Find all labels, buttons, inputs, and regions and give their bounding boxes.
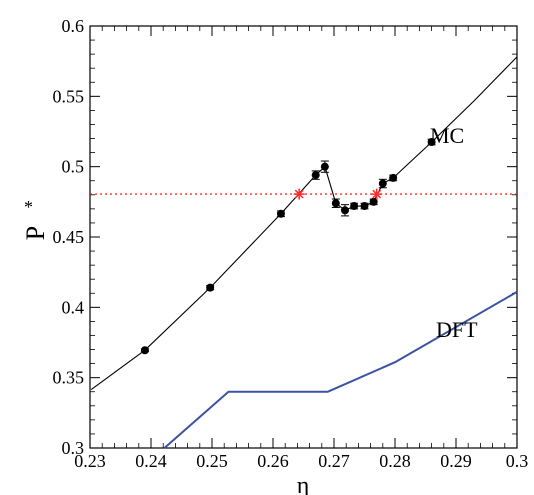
mc-data-point — [311, 170, 320, 180]
y-tick-label: 0.5 — [62, 157, 85, 177]
marker-dot — [340, 206, 349, 215]
mc-data-point — [389, 173, 398, 182]
x-tick-label: 0.23 — [74, 451, 106, 471]
x-axis-title: η — [297, 473, 310, 495]
marker-dot — [320, 162, 329, 171]
mc-data-point — [276, 209, 285, 218]
y-tick-label: 0.6 — [62, 16, 85, 36]
coexistence-star — [371, 188, 383, 200]
x-tick-label: 0.29 — [440, 451, 472, 471]
marker-dot — [360, 202, 369, 211]
marker-dot — [276, 209, 285, 218]
mc-data-point — [206, 283, 215, 292]
mc-data-point — [320, 160, 329, 173]
marker-dot — [378, 179, 387, 188]
mc-data-point — [360, 202, 369, 211]
axes: 0.23 0.24 0.25 0.26 0.27 0.28 0.29 0.3 0.3 0.35 0.… — [53, 16, 529, 471]
marks-layer — [140, 138, 436, 355]
mc-data-point — [340, 204, 349, 217]
y-tick-label: 0.45 — [53, 227, 85, 247]
mc-data-point — [378, 178, 387, 189]
mc-data-point — [350, 202, 359, 211]
coexistence-star — [293, 188, 305, 200]
star-stroke — [372, 189, 382, 199]
y-axis-title-superscript: * — [24, 197, 33, 217]
plot-frame — [89, 25, 518, 449]
y-tick-label: 0.3 — [62, 438, 85, 458]
annotation-mc: MC — [430, 123, 464, 148]
x-tick-label: 0.26 — [257, 451, 289, 471]
marker-dot — [331, 199, 340, 208]
marker-dot — [427, 138, 436, 147]
series-layer — [90, 56, 518, 449]
x-tick-label: 0.3 — [506, 451, 529, 471]
y-axis-title-text: P — [21, 226, 50, 240]
star-stroke — [294, 189, 304, 199]
y-tick-label: 0.55 — [53, 86, 85, 106]
marker-dot — [369, 197, 378, 206]
mc-data-point — [427, 138, 436, 147]
annotation-dft: DFT — [436, 317, 478, 342]
x-tick-label: 0.28 — [379, 451, 411, 471]
marker-dot — [206, 283, 215, 292]
marker-dot — [140, 346, 149, 355]
marker-dot — [350, 202, 359, 211]
mc-data-point — [331, 198, 340, 208]
mc-data-point — [140, 346, 149, 355]
marker-dot — [389, 173, 398, 182]
x-tick-label: 0.25 — [196, 451, 228, 471]
y-tick-label: 0.4 — [62, 297, 85, 317]
x-tick-label: 0.24 — [135, 451, 167, 471]
dft-line — [163, 291, 518, 449]
marker-dot — [311, 171, 320, 180]
y-tick-label: 0.35 — [53, 368, 85, 388]
x-tick-label: 0.27 — [318, 451, 350, 471]
y-axis-title: P — [21, 226, 50, 240]
